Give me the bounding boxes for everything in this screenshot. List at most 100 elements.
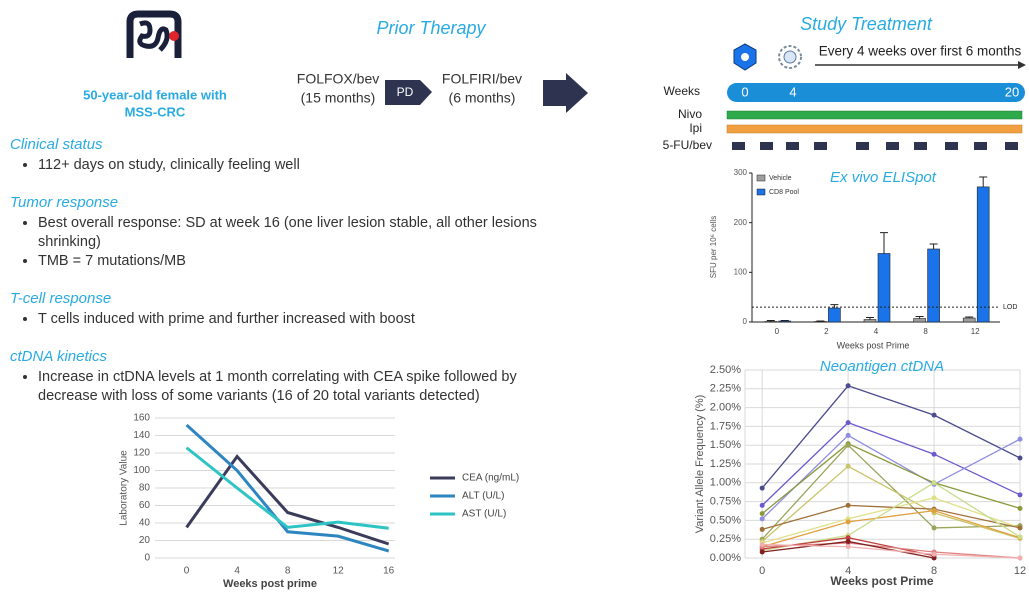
- chart-title: Neoantigen ctDNA: [820, 358, 944, 375]
- section-heading: T-cell response: [10, 290, 112, 307]
- series-line: [761, 444, 1021, 540]
- point: [1017, 492, 1023, 498]
- legend-swatch: [756, 174, 766, 182]
- series-line: [761, 385, 1021, 489]
- series-line: [185, 423, 390, 553]
- point: [931, 412, 937, 418]
- y-tick-label: 0: [144, 553, 150, 564]
- bullet: T cells induced with prime and further i…: [38, 310, 570, 329]
- x-tick-label: 16: [383, 566, 395, 577]
- y-tick-label: 0: [743, 317, 748, 326]
- schedule-text: Every 4 weeks over first 6 months: [819, 44, 1022, 59]
- error-bar: [866, 317, 874, 320]
- point: [931, 480, 937, 486]
- x-tick-label: 4: [234, 566, 240, 577]
- week-mark: 4: [789, 84, 796, 99]
- y-tick-label: 1.75%: [710, 420, 741, 432]
- nanoparticle-icon: [733, 43, 757, 71]
- point: [845, 544, 851, 550]
- therapy-duration: (6 months): [449, 90, 516, 106]
- y-tick-label: 80: [139, 483, 151, 494]
- bullet-list: Increase in ctDNA levels at 1 month corr…: [10, 368, 570, 406]
- section-heading: Tumor response: [10, 194, 119, 211]
- y-tick-label: 200: [734, 218, 748, 227]
- x-tick-label: 12: [333, 566, 345, 577]
- point: [845, 420, 851, 426]
- chart-title: Ex vivo ELISpot: [830, 169, 937, 186]
- point: [1017, 455, 1023, 461]
- row-label: 5-FU/bev: [663, 138, 712, 152]
- therapy-name: FOLFOX/bev: [297, 71, 379, 87]
- series-line: [761, 442, 1021, 515]
- y-tick-label: 0.75%: [710, 496, 741, 508]
- error-bar: [965, 316, 974, 319]
- error-bar: [766, 320, 775, 322]
- bar: [913, 318, 926, 323]
- week-mark: 20: [1005, 84, 1019, 99]
- section: Clinical status 112+ days on study, clini…: [10, 135, 570, 175]
- point: [931, 451, 937, 457]
- y-tick-label: 300: [734, 168, 748, 177]
- bar: [778, 320, 792, 323]
- y-tick-label: 2.50%: [710, 364, 741, 376]
- point: [845, 442, 851, 448]
- patient-line: 50-year-old female with: [83, 87, 227, 102]
- row-label: Weeks: [664, 84, 700, 98]
- point: [1017, 555, 1023, 561]
- point: [845, 538, 851, 544]
- y-tick-label: 2.25%: [710, 383, 741, 395]
- point: [1017, 534, 1023, 540]
- y-axis-label: SFU per 10⁶ cells: [709, 216, 718, 278]
- x-axis-label: Weeks post Prime: [830, 574, 933, 588]
- y-tick-label: 140: [133, 430, 150, 441]
- therapy-duration: (15 months): [301, 90, 376, 106]
- y-tick-label: 60: [139, 500, 151, 511]
- x-tick-label: 0: [184, 566, 190, 577]
- weeks-bar: [727, 83, 1025, 102]
- point: [845, 383, 851, 389]
- y-tick-label: 1.50%: [710, 439, 741, 451]
- y-tick-label: 100: [734, 267, 748, 276]
- point: [759, 511, 765, 517]
- pd-arrow: [385, 80, 432, 105]
- point: [759, 526, 765, 532]
- row-label: Nivo: [678, 107, 702, 121]
- bullet-list: Best overall response: SD at week 16 (on…: [10, 214, 570, 271]
- section: T-cell response T cells induced with prim…: [10, 289, 570, 329]
- big-arrow: [543, 73, 588, 113]
- virus-icon: [778, 45, 802, 69]
- bullet: Best overall response: SD at week 16 (on…: [38, 214, 570, 252]
- y-tick-label: 20: [139, 535, 151, 546]
- point: [1017, 505, 1023, 511]
- row-label: Ipi: [689, 121, 702, 135]
- point: [931, 555, 937, 561]
- series-line: [762, 543, 1021, 559]
- prior-therapy-title: Prior Therapy: [376, 18, 486, 38]
- y-axis-label: Laboratory Value: [119, 450, 130, 526]
- series-line: [185, 446, 389, 530]
- series-line: [761, 465, 1021, 542]
- x-axis-label: Weeks post prime: [223, 578, 317, 590]
- y-tick-label: 0.00%: [710, 552, 741, 564]
- point: [759, 485, 765, 491]
- study-treatment-title: Study Treatment: [800, 14, 933, 34]
- y-tick-label: 0.25%: [710, 533, 741, 545]
- y-axis-label: Variant Allele Frequency (%): [694, 395, 706, 534]
- bar: [863, 319, 877, 323]
- section-heading: Clinical status: [10, 136, 103, 153]
- bullet: Increase in ctDNA levels at 1 month corr…: [38, 368, 570, 406]
- schedule-arrowhead: [1018, 61, 1026, 69]
- bullet-list: T cells induced with prime and further i…: [10, 310, 570, 329]
- point: [845, 502, 851, 508]
- bar: [877, 253, 891, 323]
- point: [931, 508, 937, 514]
- ipi-bar: [726, 124, 1023, 134]
- x-tick-label: 8: [923, 327, 928, 336]
- x-tick-label: 4: [874, 327, 879, 336]
- point: [845, 463, 851, 469]
- x-tick-label: 8: [285, 566, 291, 577]
- point: [845, 535, 851, 541]
- legend-label: CD8 Pool: [769, 189, 799, 196]
- bar: [927, 248, 940, 323]
